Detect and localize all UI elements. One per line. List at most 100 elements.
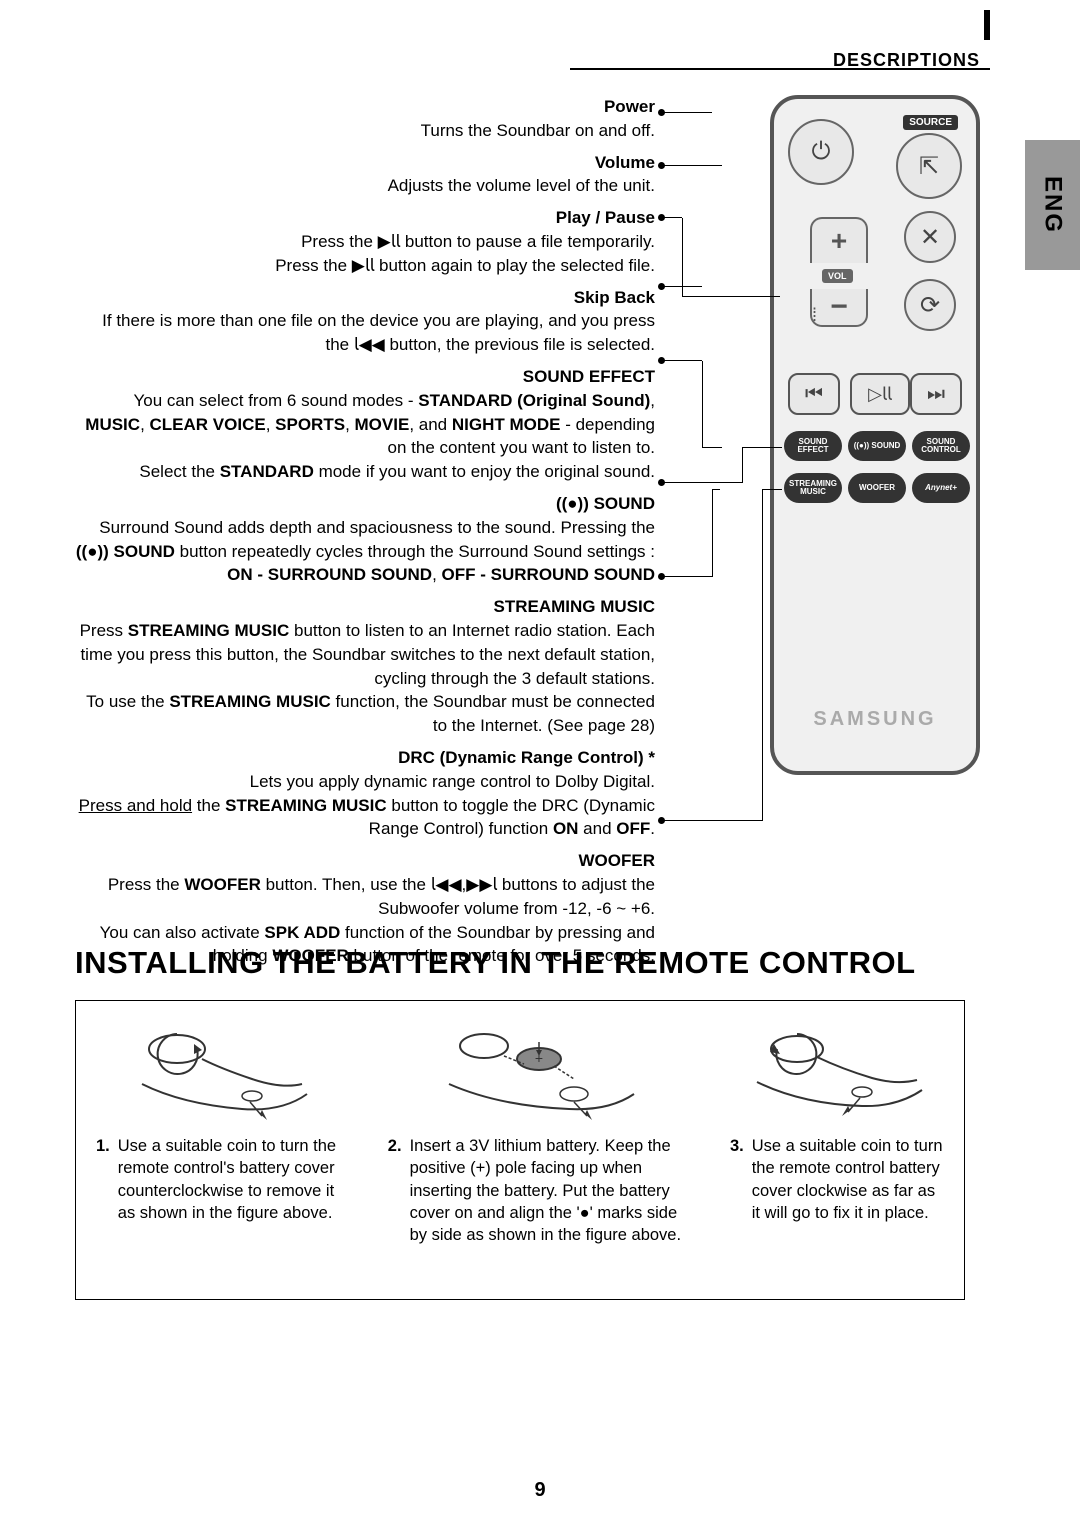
drc-l2a: the bbox=[192, 796, 225, 815]
power-body: Turns the Soundbar on and off. bbox=[421, 121, 655, 140]
streaming-music-pill: STREAMING MUSIC bbox=[784, 473, 842, 503]
soundeffect-desc: SOUND EFFECT You can select from 6 sound… bbox=[75, 365, 655, 484]
sb-b: button, the previous file is selected. bbox=[385, 335, 655, 354]
battery-step-1: 1. Use a suitable coin to turn the remot… bbox=[96, 1019, 348, 1281]
battery-fig-2: + bbox=[388, 1019, 690, 1129]
battery-fig-1 bbox=[96, 1019, 348, 1129]
wf-l2a: You can also activate bbox=[100, 923, 265, 942]
descriptions-column: Power Turns the Soundbar on and off. Vol… bbox=[75, 95, 655, 976]
top-rule-mark bbox=[984, 10, 990, 40]
se-l2a: Select the bbox=[139, 462, 219, 481]
battery-instructions-box: 1. Use a suitable coin to turn the remot… bbox=[75, 1000, 965, 1300]
se-m2: MUSIC bbox=[85, 415, 140, 434]
skip-forward-icon: ⏭ bbox=[910, 373, 962, 415]
step1-text: Use a suitable coin to turn the remote c… bbox=[118, 1135, 348, 1224]
surround-title: ((●)) SOUND bbox=[75, 492, 655, 516]
st-p1b: STREAMING MUSIC bbox=[128, 621, 290, 640]
skipback-icon-inline: 𝗅◀◀ bbox=[354, 335, 385, 354]
drc-on: ON bbox=[553, 819, 579, 838]
woofer-title: WOOFER bbox=[75, 849, 655, 873]
se-m4: SPORTS bbox=[275, 415, 345, 434]
leader-volume bbox=[662, 165, 722, 166]
wf-l2b: SPK ADD bbox=[264, 923, 340, 942]
skip-icons-inline: 𝗅◀◀,▶▶𝗅 bbox=[431, 875, 497, 894]
step1-num: 1. bbox=[96, 1135, 110, 1224]
page: DESCRIPTIONS ENG SOURCE ⏻ ⇱ + VOL − ⁞ ✕ … bbox=[0, 0, 1080, 1532]
leader-soundeffect bbox=[662, 360, 702, 361]
drc-and: and bbox=[578, 819, 616, 838]
leader-woofer bbox=[662, 820, 762, 821]
play-pause-icon: ▷𝗅𝗅 bbox=[850, 373, 910, 415]
pp-l2a: Press the bbox=[275, 256, 352, 275]
wf-l1b: WOOFER bbox=[184, 875, 261, 894]
leader-play bbox=[662, 217, 682, 218]
se-m6: NIGHT MODE bbox=[452, 415, 561, 434]
step2-num: 2. bbox=[388, 1135, 402, 1246]
battery-step-3: 3. Use a suitable coin to turn the remot… bbox=[730, 1019, 944, 1281]
header-underline bbox=[570, 68, 990, 70]
streaming-title: STREAMING MUSIC bbox=[75, 595, 655, 619]
streaming-desc: STREAMING MUSIC Press STREAMING MUSIC bu… bbox=[75, 595, 655, 738]
pp-l2b: button again to play the selected file. bbox=[374, 256, 655, 275]
battery-text-3: 3. Use a suitable coin to turn the remot… bbox=[730, 1135, 944, 1224]
drc-l1: Lets you apply dynamic range control to … bbox=[250, 772, 655, 791]
play-icon-inline2: ▶𝗅𝗅 bbox=[352, 256, 375, 275]
play-icon-inline: ▶𝗅𝗅 bbox=[378, 232, 401, 251]
bluetooth-dots-icon: ⁞ bbox=[812, 305, 815, 326]
drc-l2u: Press and hold bbox=[79, 796, 192, 815]
wf-l1c: button. Then, use the bbox=[261, 875, 431, 894]
pill-row-1: SOUND EFFECT ((●)) SOUND SOUND CONTROL bbox=[784, 431, 970, 461]
soundeffect-title: SOUND EFFECT bbox=[75, 365, 655, 389]
surround-title-prefix: ((●)) bbox=[556, 494, 594, 513]
pp-l1b: button to pause a file temporarily. bbox=[400, 232, 655, 251]
volume-plus-icon: + bbox=[810, 217, 868, 263]
skip-back-icon: ⏮ bbox=[788, 373, 840, 415]
page-number: 9 bbox=[0, 1479, 1080, 1502]
drc-dot: . bbox=[650, 819, 655, 838]
sound-control-pill: SOUND CONTROL bbox=[912, 431, 970, 461]
battery-text-2: 2. Insert a 3V lithium battery. Keep the… bbox=[388, 1135, 690, 1246]
pp-l1a: Press the bbox=[301, 232, 378, 251]
sr-b2: button repeatedly cycles through the Sur… bbox=[175, 542, 655, 561]
power-desc: Power Turns the Soundbar on and off. bbox=[75, 95, 655, 143]
leader-surround bbox=[662, 482, 742, 483]
woofer-pill: WOOFER bbox=[848, 473, 906, 503]
sr-bl: ON - SURROUND SOUND bbox=[227, 565, 432, 584]
sr-b1: Surround Sound adds depth and spaciousne… bbox=[99, 518, 655, 537]
drc-desc: DRC (Dynamic Range Control) * Lets you a… bbox=[75, 746, 655, 841]
se-m5: MOVIE bbox=[355, 415, 410, 434]
step3-num: 3. bbox=[730, 1135, 744, 1224]
surround-title-text: SOUND bbox=[594, 494, 655, 513]
st-p2c: function, the Soundbar must be connected… bbox=[331, 692, 655, 735]
se-l2b: STANDARD bbox=[220, 462, 314, 481]
remote-control-figure: SOURCE ⏻ ⇱ + VOL − ⁞ ✕ ⟳ ⏮ ▷𝗅𝗅 ⏭ SOUND E… bbox=[770, 95, 980, 775]
leader-skipback bbox=[662, 286, 702, 287]
se-s4: , bbox=[345, 415, 354, 434]
se-m3: CLEAR VOICE bbox=[150, 415, 266, 434]
se-pre: You can select from 6 sound modes - bbox=[134, 391, 419, 410]
volume-desc: Volume Adjusts the volume level of the u… bbox=[75, 151, 655, 199]
language-tab-text: ENG bbox=[1039, 176, 1067, 234]
language-tab: ENG bbox=[1025, 140, 1080, 270]
battery-section-title: INSTALLING THE BATTERY IN THE REMOTE CON… bbox=[75, 945, 916, 981]
se-s2: , bbox=[140, 415, 149, 434]
drc-off: OFF bbox=[616, 819, 650, 838]
power-title: Power bbox=[75, 95, 655, 119]
brand-logo: SAMSUNG bbox=[774, 708, 976, 731]
leader-streaming bbox=[662, 576, 712, 577]
se-s1: , bbox=[650, 391, 655, 410]
surround-desc: ((●)) SOUND Surround Sound adds depth an… bbox=[75, 492, 655, 587]
se-s5: , and bbox=[409, 415, 452, 434]
source-label: SOURCE bbox=[903, 115, 958, 130]
power-icon: ⏻ bbox=[788, 119, 854, 185]
skipback-title: Skip Back bbox=[75, 286, 655, 310]
step2-text: Insert a 3V lithium battery. Keep the po… bbox=[410, 1135, 690, 1246]
anynet-pill: Anynet+ bbox=[912, 473, 970, 503]
pill-row-2: STREAMING MUSIC WOOFER Anynet+ bbox=[784, 473, 970, 503]
playpause-desc: Play / Pause Press the ▶𝗅𝗅 button to pau… bbox=[75, 206, 655, 277]
volume-body: Adjusts the volume level of the unit. bbox=[388, 176, 655, 195]
drc-title: DRC (Dynamic Range Control) * bbox=[75, 746, 655, 770]
sound-effect-pill: SOUND EFFECT bbox=[784, 431, 842, 461]
st-p2b: STREAMING MUSIC bbox=[169, 692, 331, 711]
source-icon: ⇱ bbox=[896, 133, 962, 199]
